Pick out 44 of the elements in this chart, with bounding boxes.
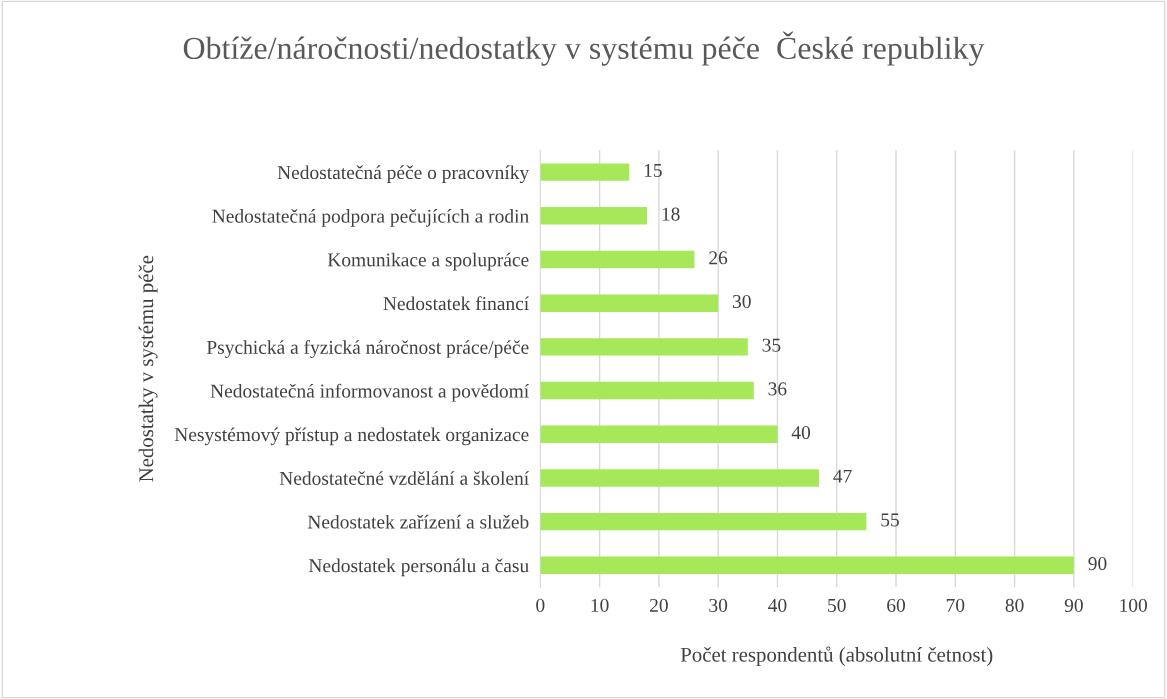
data-label: 35 (762, 338, 781, 352)
y-tick-label: Nedostatečná informovanost a povědomí (210, 383, 529, 402)
y-tick-label: Komunikace a spolupráce (327, 252, 529, 271)
y-tick-label: Psychická a fyzická náročnost práce/péče (206, 340, 529, 358)
data-label: 90 (1088, 557, 1107, 571)
data-label: 36 (768, 382, 787, 396)
chart-title: Obtíže/náročnosti/nedostatky v systému péče České republiky (183, 31, 985, 66)
y-tick-label: Nedostatek zařízení a služeb (307, 514, 529, 529)
data-label: 55 (881, 513, 899, 527)
bar (540, 163, 630, 181)
x-tick-label: 100 (1120, 598, 1147, 612)
x-tick-label: 80 (1005, 598, 1024, 612)
y-tick-label: Nedostatečná podpora pečujících a rodin (212, 209, 529, 227)
x-tick-label: 60 (887, 598, 905, 612)
x-tick-label: 10 (591, 598, 609, 612)
bar (540, 556, 1074, 575)
x-tick-label: 50 (828, 598, 846, 612)
y-axis-title: Nedostatky v systému péče (138, 255, 158, 482)
x-tick-label: 70 (946, 598, 965, 612)
bar (540, 294, 719, 312)
data-label: 26 (709, 251, 728, 265)
x-tick-label: 30 (709, 598, 728, 612)
x-tick-label: 20 (650, 598, 668, 612)
y-tick-label: Nedostatečná péče o pracovníky (277, 165, 530, 184)
data-label: 15 (644, 163, 662, 177)
y-tick-label: Nedostatek personálu a času (308, 558, 529, 577)
x-axis-title: Počet respondentů (absolutní četnost) (680, 646, 993, 666)
x-tick-label: 0 (536, 598, 545, 612)
bar (540, 381, 754, 400)
x-tick-label: 90 (1064, 598, 1083, 612)
bar (540, 425, 778, 443)
x-tick-label: 40 (768, 598, 787, 612)
bar (540, 250, 695, 269)
data-label: 47 (833, 469, 852, 483)
bar (540, 469, 819, 487)
data-label: 30 (732, 294, 751, 309)
bar (540, 512, 867, 531)
data-label: 40 (791, 426, 811, 440)
data-label: 18 (662, 207, 680, 221)
y-tick-label: Nedostatek financí (383, 296, 529, 311)
bar (540, 338, 748, 356)
bar (540, 207, 648, 225)
y-tick-label: Nesystémový přístup a nedostatek organizace (174, 427, 529, 446)
y-tick-label: Nedostatečné vzdělání a školení (279, 471, 529, 485)
